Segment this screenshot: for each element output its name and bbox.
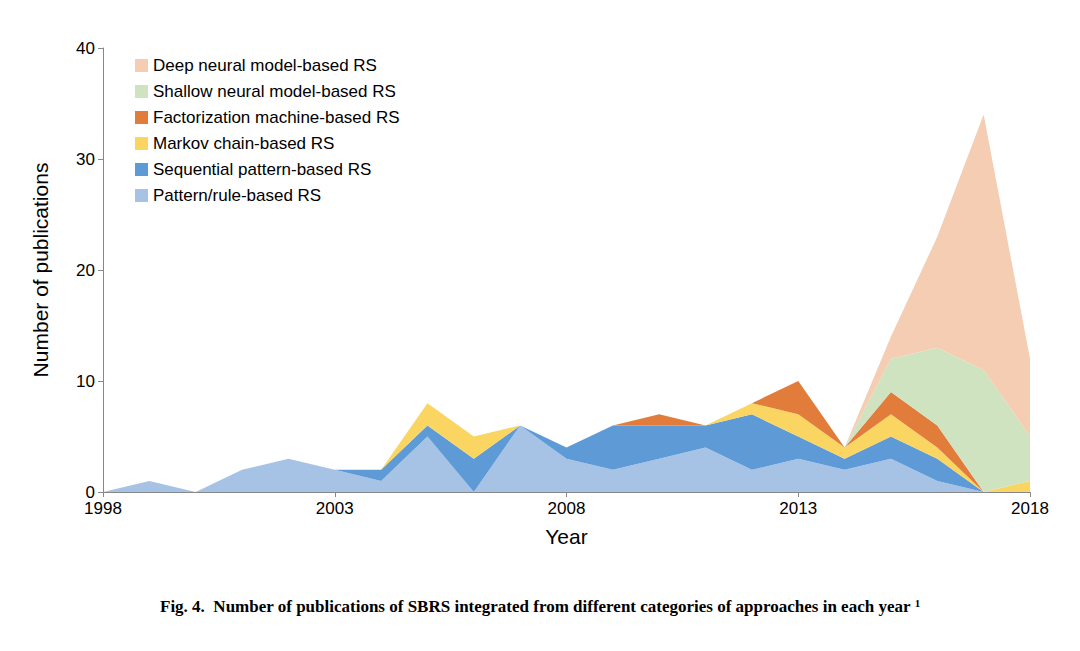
svg-text:Sequential pattern-based RS: Sequential pattern-based RS — [153, 160, 371, 179]
svg-text:Markov chain-based RS: Markov chain-based RS — [153, 134, 334, 153]
svg-text:Number of publications: Number of publications — [29, 163, 52, 378]
svg-text:Fig. 4. Number of publication: Fig. 4. Number of publications of SBRS i… — [160, 597, 911, 616]
svg-text:Year: Year — [545, 525, 587, 548]
svg-text:40: 40 — [76, 39, 95, 58]
svg-text:2013: 2013 — [779, 499, 817, 518]
svg-text:1998: 1998 — [84, 499, 122, 518]
svg-text:2003: 2003 — [316, 499, 354, 518]
svg-text:1: 1 — [915, 597, 921, 609]
svg-text:2008: 2008 — [548, 499, 586, 518]
svg-text:Pattern/rule-based RS: Pattern/rule-based RS — [153, 186, 321, 205]
svg-text:20: 20 — [76, 261, 95, 280]
svg-text:0: 0 — [85, 482, 95, 502]
svg-text:Deep neural model-based RS: Deep neural model-based RS — [153, 56, 377, 75]
svg-text:30: 30 — [76, 150, 95, 169]
svg-text:2018: 2018 — [1011, 499, 1049, 518]
svg-text:Shallow neural model-based RS: Shallow neural model-based RS — [153, 82, 396, 101]
svg-text:10: 10 — [76, 372, 95, 391]
svg-text:Factorization machine-based RS: Factorization machine-based RS — [153, 108, 400, 127]
